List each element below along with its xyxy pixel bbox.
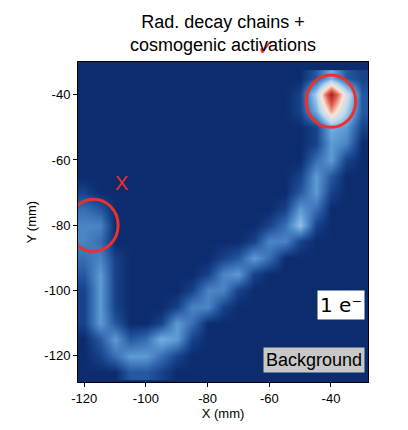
svg-text:-120: -120	[44, 348, 70, 363]
svg-text:-100: -100	[133, 391, 159, 406]
svg-text:Rad. decay chains +cosmogenic: Rad. decay chains +cosmogenic activation…	[130, 12, 316, 55]
svg-text:-60: -60	[260, 391, 279, 406]
svg-text:1 e⁻: 1 e⁻	[320, 293, 362, 317]
svg-text:-40: -40	[322, 391, 341, 406]
svg-text:Y (mm): Y (mm)	[24, 201, 39, 243]
svg-text:-80: -80	[52, 218, 71, 233]
svg-text:-80: -80	[198, 391, 217, 406]
svg-text:-60: -60	[52, 153, 71, 168]
svg-text:Background: Background	[266, 350, 362, 370]
svg-text:-120: -120	[71, 391, 97, 406]
svg-text:-40: -40	[52, 87, 71, 102]
svg-text:-100: -100	[44, 283, 70, 298]
svg-text:X (mm): X (mm)	[202, 406, 245, 421]
svg-text:✓: ✓	[257, 35, 275, 60]
svg-text:X: X	[115, 172, 128, 194]
